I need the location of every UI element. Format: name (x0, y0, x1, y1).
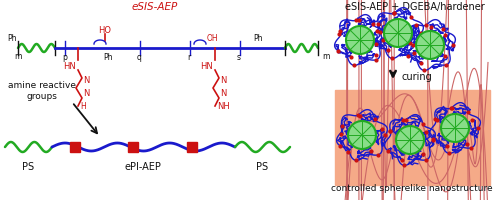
Text: Ph: Ph (7, 34, 17, 43)
Circle shape (348, 121, 376, 149)
Text: PS: PS (22, 161, 34, 171)
Text: s: s (237, 53, 241, 62)
Text: HO: HO (98, 26, 112, 35)
Text: amine reactive
groups: amine reactive groups (8, 81, 76, 100)
Circle shape (416, 32, 444, 60)
Circle shape (384, 20, 412, 48)
Text: controlled spherelike nanostructure: controlled spherelike nanostructure (331, 183, 493, 192)
Text: p: p (62, 53, 67, 62)
Text: ePI-AEP: ePI-AEP (124, 161, 162, 171)
Text: curing: curing (402, 72, 433, 82)
Text: NH: NH (217, 101, 230, 110)
Bar (187, 142, 197, 152)
Text: H: H (80, 101, 86, 110)
Text: r: r (187, 53, 190, 62)
Circle shape (396, 126, 424, 154)
Bar (128, 142, 138, 152)
Text: N: N (220, 89, 226, 98)
Text: eSIS-AEP: eSIS-AEP (132, 2, 178, 12)
Bar (335, 91, 490, 185)
Text: N: N (83, 89, 89, 98)
Text: N: N (220, 76, 226, 85)
Text: OH: OH (206, 34, 218, 43)
Text: Ph: Ph (104, 53, 113, 62)
Bar (70, 142, 80, 152)
Text: eSIS-AEP + DGEBA/hardener: eSIS-AEP + DGEBA/hardener (345, 2, 485, 12)
Text: PS: PS (256, 161, 268, 171)
Text: m: m (322, 52, 330, 61)
Text: N: N (83, 76, 89, 85)
Text: Ph: Ph (254, 34, 263, 43)
Circle shape (346, 27, 374, 55)
Text: HN: HN (200, 62, 213, 71)
Circle shape (441, 114, 469, 142)
Text: q: q (137, 53, 142, 62)
Text: HN: HN (63, 62, 76, 71)
Text: m: m (14, 52, 22, 61)
